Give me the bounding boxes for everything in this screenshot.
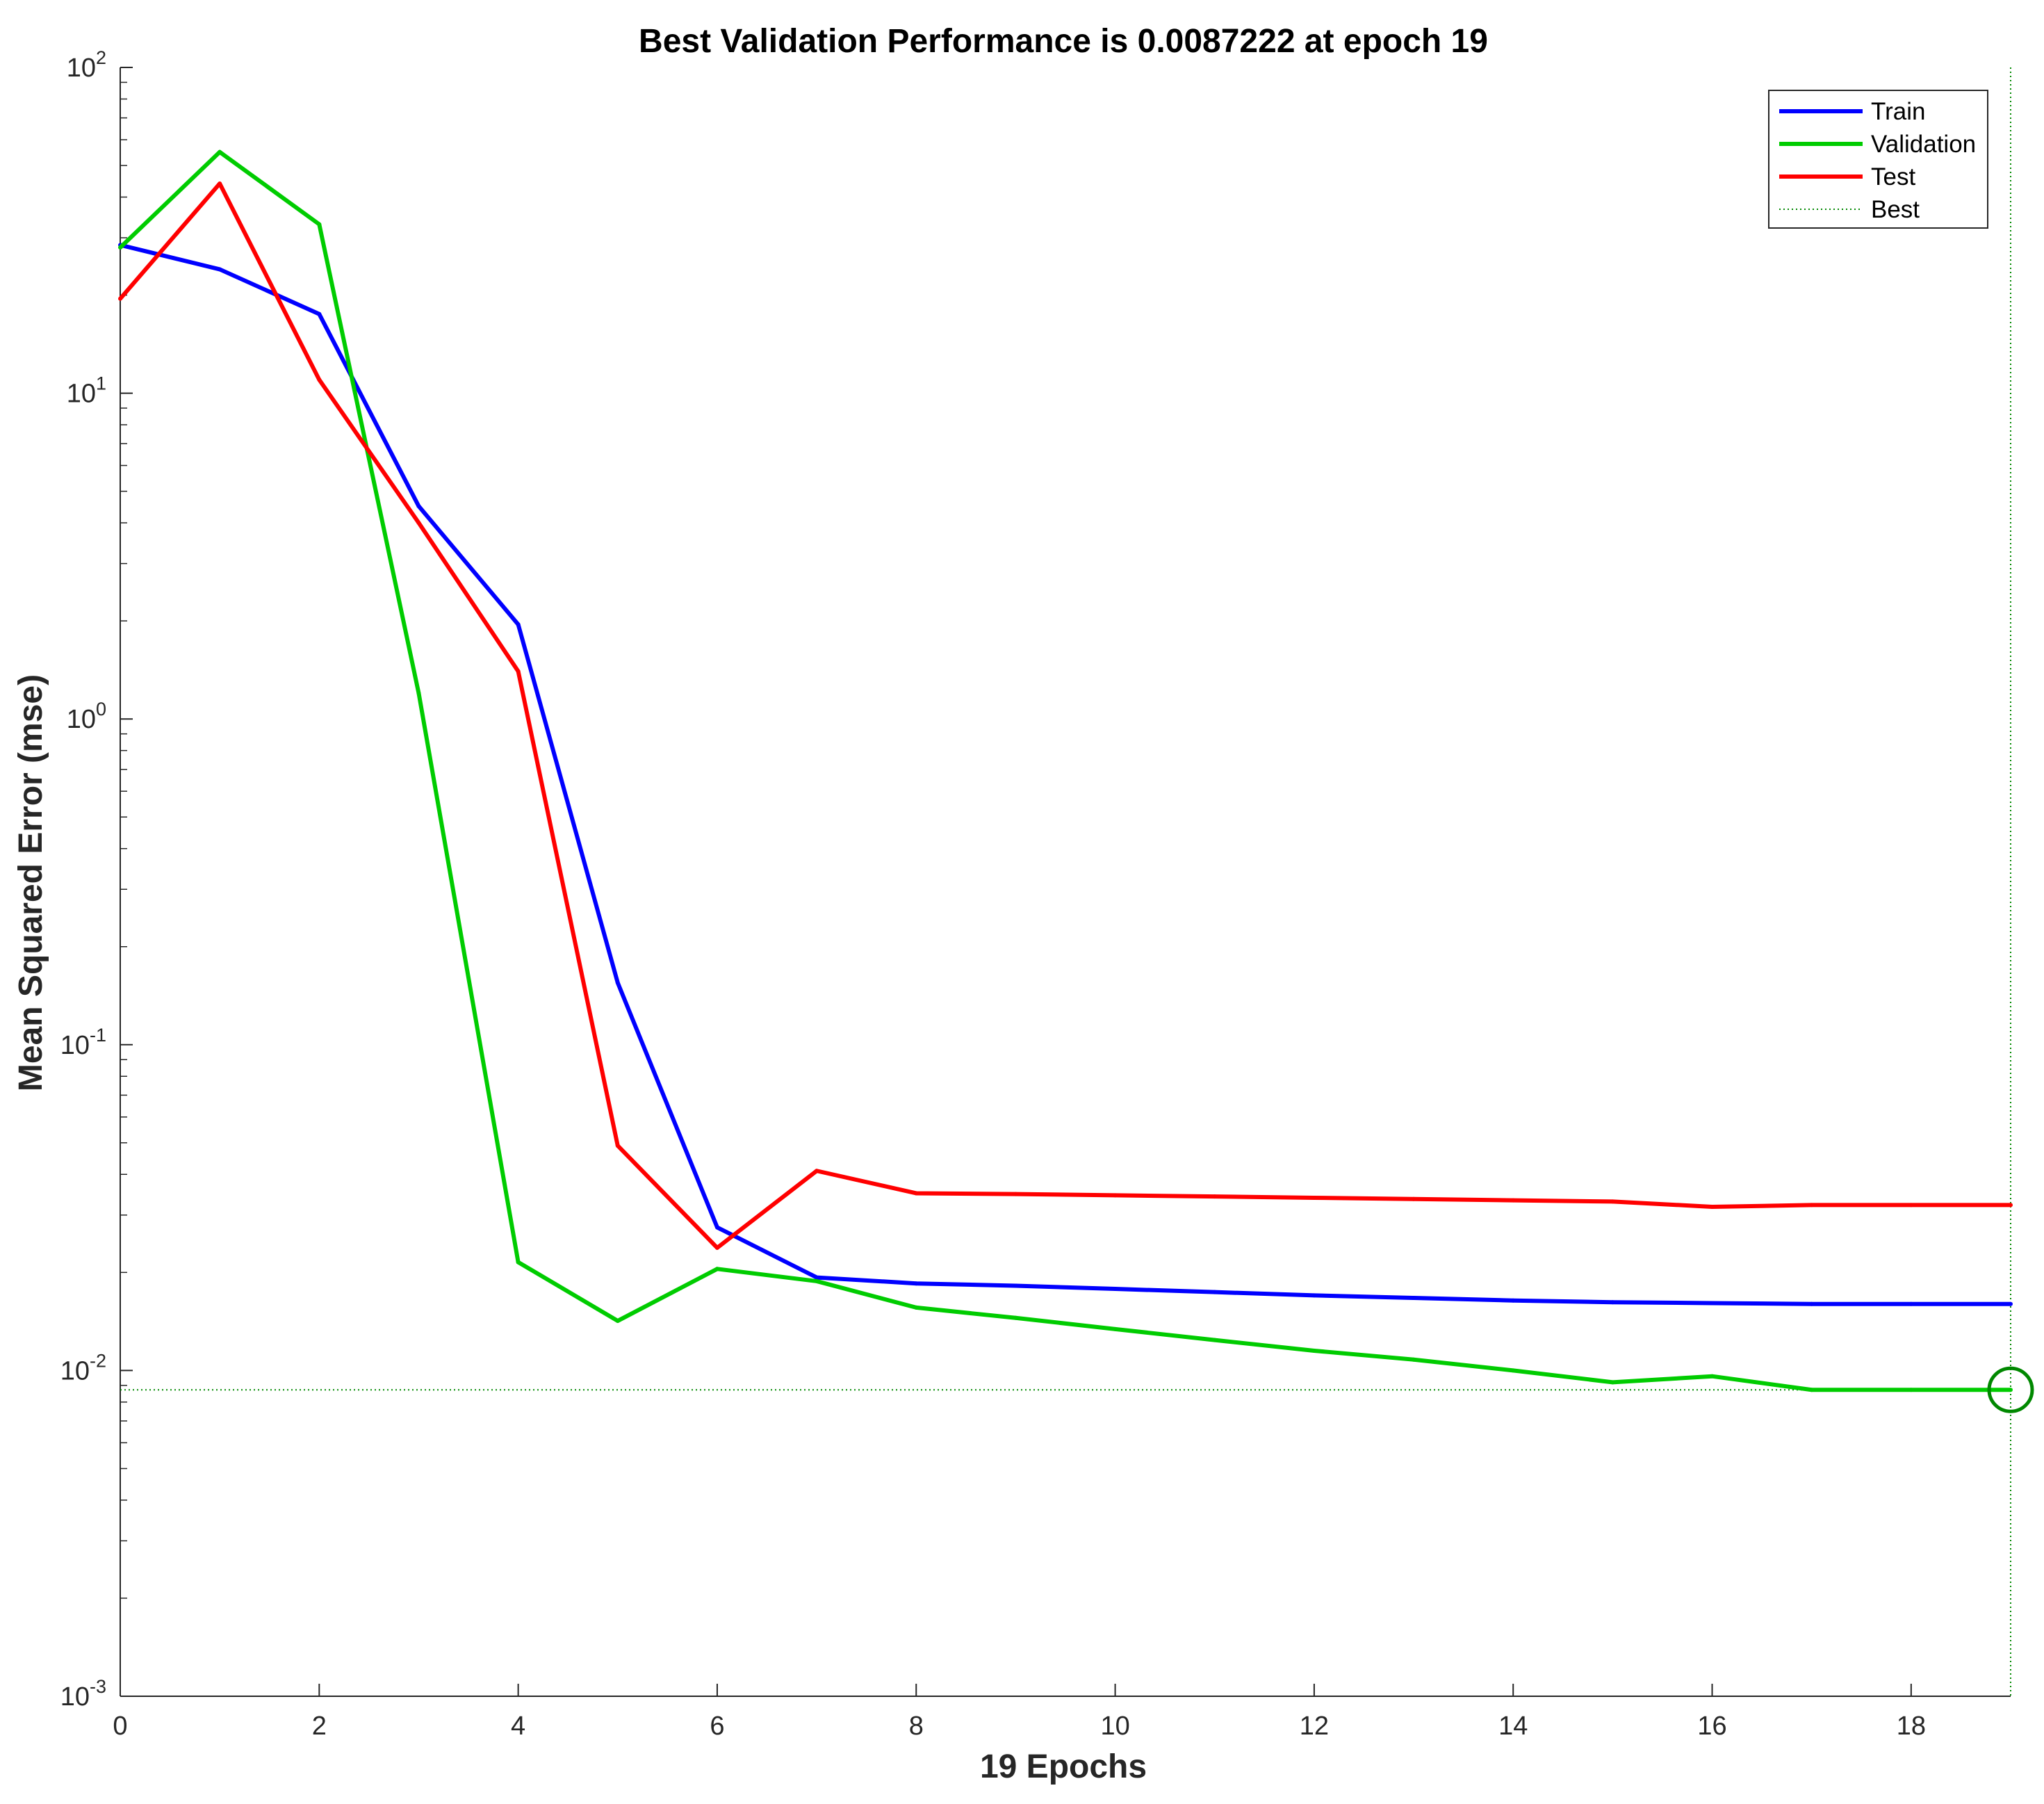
series-train-point — [914, 1281, 919, 1286]
y-tick-label: 10-1 — [60, 1025, 106, 1060]
series-validation-point — [1212, 1338, 1217, 1342]
series-validation-point — [615, 1319, 620, 1324]
series-validation-point — [1113, 1326, 1118, 1331]
legend-label-test: Test — [1871, 163, 1915, 190]
series-validation-point — [1311, 1348, 1316, 1353]
series-train-point — [1212, 1290, 1217, 1294]
series-train-point — [815, 1275, 819, 1280]
y-tick-label: 102 — [67, 47, 106, 83]
best-circle-marker — [1987, 1366, 2034, 1413]
series-train-point — [1710, 1301, 1715, 1306]
x-tick-label: 6 — [710, 1712, 724, 1741]
series-train-point — [516, 622, 521, 627]
y-axis-label: Mean Squared Error (mse) — [13, 674, 49, 1091]
series-validation-point — [815, 1278, 819, 1283]
x-tick-label: 10 — [1100, 1712, 1129, 1741]
series-test-point — [1809, 1203, 1814, 1208]
series-validation-point — [1013, 1315, 1018, 1320]
series-test-point — [615, 1143, 620, 1148]
legend-label-best: Best — [1871, 196, 1920, 223]
series-test-point — [1311, 1195, 1316, 1200]
series-test-point — [2009, 1203, 2013, 1208]
series-validation-point — [516, 1260, 521, 1265]
series-test-point — [1511, 1198, 1516, 1203]
plot-area: 0 2 4 6 8 10 12 14 16 18 10-3 10-2 10-1 100 101 102 — [60, 47, 2034, 1741]
y-tick-label: 10-2 — [60, 1350, 106, 1385]
y-tick-label: 10-3 — [60, 1676, 106, 1712]
series-validation-point — [1809, 1388, 1814, 1392]
series-test-point — [516, 669, 521, 674]
series-test-point — [815, 1169, 819, 1173]
series-validation-point — [1610, 1380, 1615, 1385]
series-train-point — [2009, 1301, 2013, 1306]
series-train-point — [1809, 1301, 1814, 1306]
series-test-point — [317, 377, 322, 382]
series-test-point — [1610, 1199, 1615, 1204]
series-test-point — [1710, 1204, 1715, 1209]
series-train-point — [1311, 1293, 1316, 1298]
series-train-point — [615, 980, 620, 985]
series-validation-point — [218, 149, 222, 154]
x-tick-label: 14 — [1498, 1712, 1528, 1741]
series-validation-point — [1511, 1368, 1516, 1373]
series-train-point — [1113, 1287, 1118, 1292]
x-tick-label: 16 — [1697, 1712, 1726, 1741]
series-test-point — [416, 521, 421, 526]
series-test-point — [1212, 1194, 1217, 1199]
y-tick-label: 100 — [67, 699, 106, 734]
series-validation-point — [714, 1267, 719, 1271]
series-test-point — [1908, 1203, 1913, 1208]
series-validation-point — [914, 1305, 919, 1310]
series-train-point — [1610, 1300, 1615, 1305]
chart-title: Best Validation Performance is 0.0087222… — [639, 23, 1488, 60]
series-train-line — [120, 243, 2011, 1306]
series-test-point — [218, 181, 222, 186]
series-train-point — [714, 1225, 719, 1230]
series-validation-point — [2009, 1388, 2013, 1392]
x-tick-label: 4 — [511, 1712, 525, 1741]
x-axis-label: 19 Epochs — [980, 1748, 1147, 1785]
axes-background — [120, 67, 2011, 1696]
series-test-point — [1113, 1193, 1118, 1198]
x-tick-label: 0 — [113, 1712, 127, 1741]
x-tick-label: 8 — [909, 1712, 924, 1741]
series-train-point — [1412, 1296, 1416, 1301]
x-tick-label: 2 — [312, 1712, 327, 1741]
series-validation-point — [317, 222, 322, 227]
series-train-point — [317, 311, 322, 316]
series-train-point — [1908, 1301, 1913, 1306]
series-validation-point — [118, 245, 122, 250]
series-validation-line — [118, 149, 2011, 1392]
series-test-point — [1412, 1196, 1416, 1201]
series-test-line — [118, 181, 2011, 1250]
legend: Train Validation Test Best — [1768, 90, 1988, 229]
x-tick-label: 18 — [1897, 1712, 1926, 1741]
series-test-point — [914, 1191, 919, 1196]
x-tick-label: 12 — [1300, 1712, 1329, 1741]
series-validation-point — [1412, 1357, 1416, 1362]
series-validation-point — [1908, 1388, 1913, 1392]
series-train-point — [416, 504, 421, 509]
series-test-point — [118, 296, 122, 301]
series-test-point — [714, 1245, 719, 1250]
series-validation-point — [1710, 1374, 1715, 1379]
series-validation-point — [416, 691, 421, 696]
series-train-point — [1511, 1298, 1516, 1303]
legend-label-train: Train — [1871, 98, 1925, 125]
series-train-point — [218, 267, 222, 272]
y-tick-label: 101 — [67, 373, 106, 409]
series-test-point — [1013, 1192, 1018, 1196]
legend-label-validation: Validation — [1871, 131, 1976, 158]
series-train-point — [1013, 1283, 1018, 1288]
